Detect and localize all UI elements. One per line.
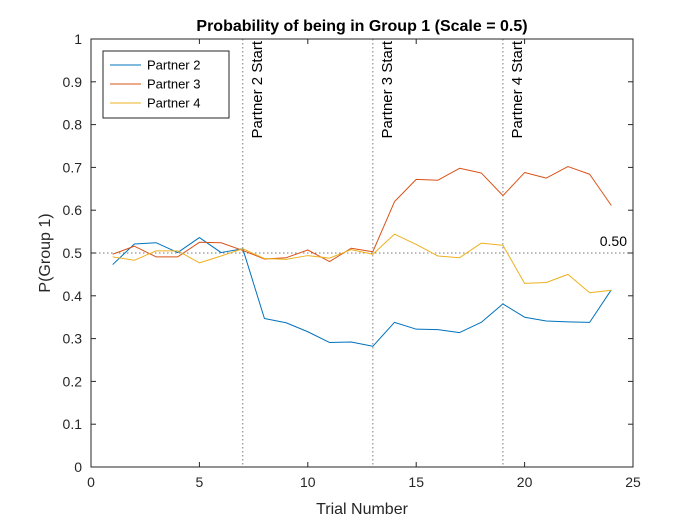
y-tick-label: 0.5 [63, 245, 83, 261]
reference-lines: Partner 2 Start Partner 3 Start Partner 4 … [91, 39, 633, 467]
reference-value-label: 0.50 [600, 233, 627, 249]
series-line-partner-4 [112, 233, 612, 294]
series-lines [112, 166, 612, 347]
y-tick-label: 0.7 [63, 159, 83, 175]
x-tick-label: 0 [87, 474, 95, 490]
y-axis-label: P(Group 1) [37, 213, 54, 292]
legend-label-partner-2: Partner 2 [147, 58, 200, 73]
y-tick-label: 0 [74, 459, 82, 475]
x-tick-label: 20 [517, 474, 533, 490]
annotation-partner-4-start: Partner 4 Start [509, 40, 526, 138]
annotation-partner-3-start: Partner 3 Start [379, 40, 396, 138]
y-tick-label: 0.1 [63, 416, 83, 432]
y-tick-label: 0.9 [63, 74, 83, 90]
axis-ticks: 0 5 10 15 20 25 0 0.1 0.2 0.3 0.4 0.5 0.6 0.7 0.8 0.9 1 [63, 31, 641, 490]
y-tick-label: 0.2 [63, 373, 83, 389]
x-tick-label: 5 [196, 474, 204, 490]
y-tick-label: 0.6 [63, 202, 83, 218]
annotation-partner-2-start: Partner 2 Start [249, 40, 266, 138]
x-tick-label: 25 [625, 474, 641, 490]
series-line-partner-2 [112, 237, 612, 347]
series-line-partner-3 [112, 166, 612, 263]
legend: Partner 2 Partner 3 Partner 4 [102, 50, 230, 119]
legend-label-partner-4: Partner 4 [147, 96, 200, 111]
y-tick-label: 0.3 [63, 331, 83, 347]
legend-label-partner-3: Partner 3 [147, 77, 200, 92]
x-tick-label: 10 [300, 474, 316, 490]
x-axis-label: Trial Number [316, 501, 409, 518]
y-tick-label: 0.8 [63, 117, 83, 133]
y-tick-label: 0.4 [63, 288, 83, 304]
y-tick-label: 1 [74, 31, 82, 47]
chart-title: Probability of being in Group 1 (Scale =… [196, 18, 527, 35]
x-tick-label: 15 [408, 474, 424, 490]
